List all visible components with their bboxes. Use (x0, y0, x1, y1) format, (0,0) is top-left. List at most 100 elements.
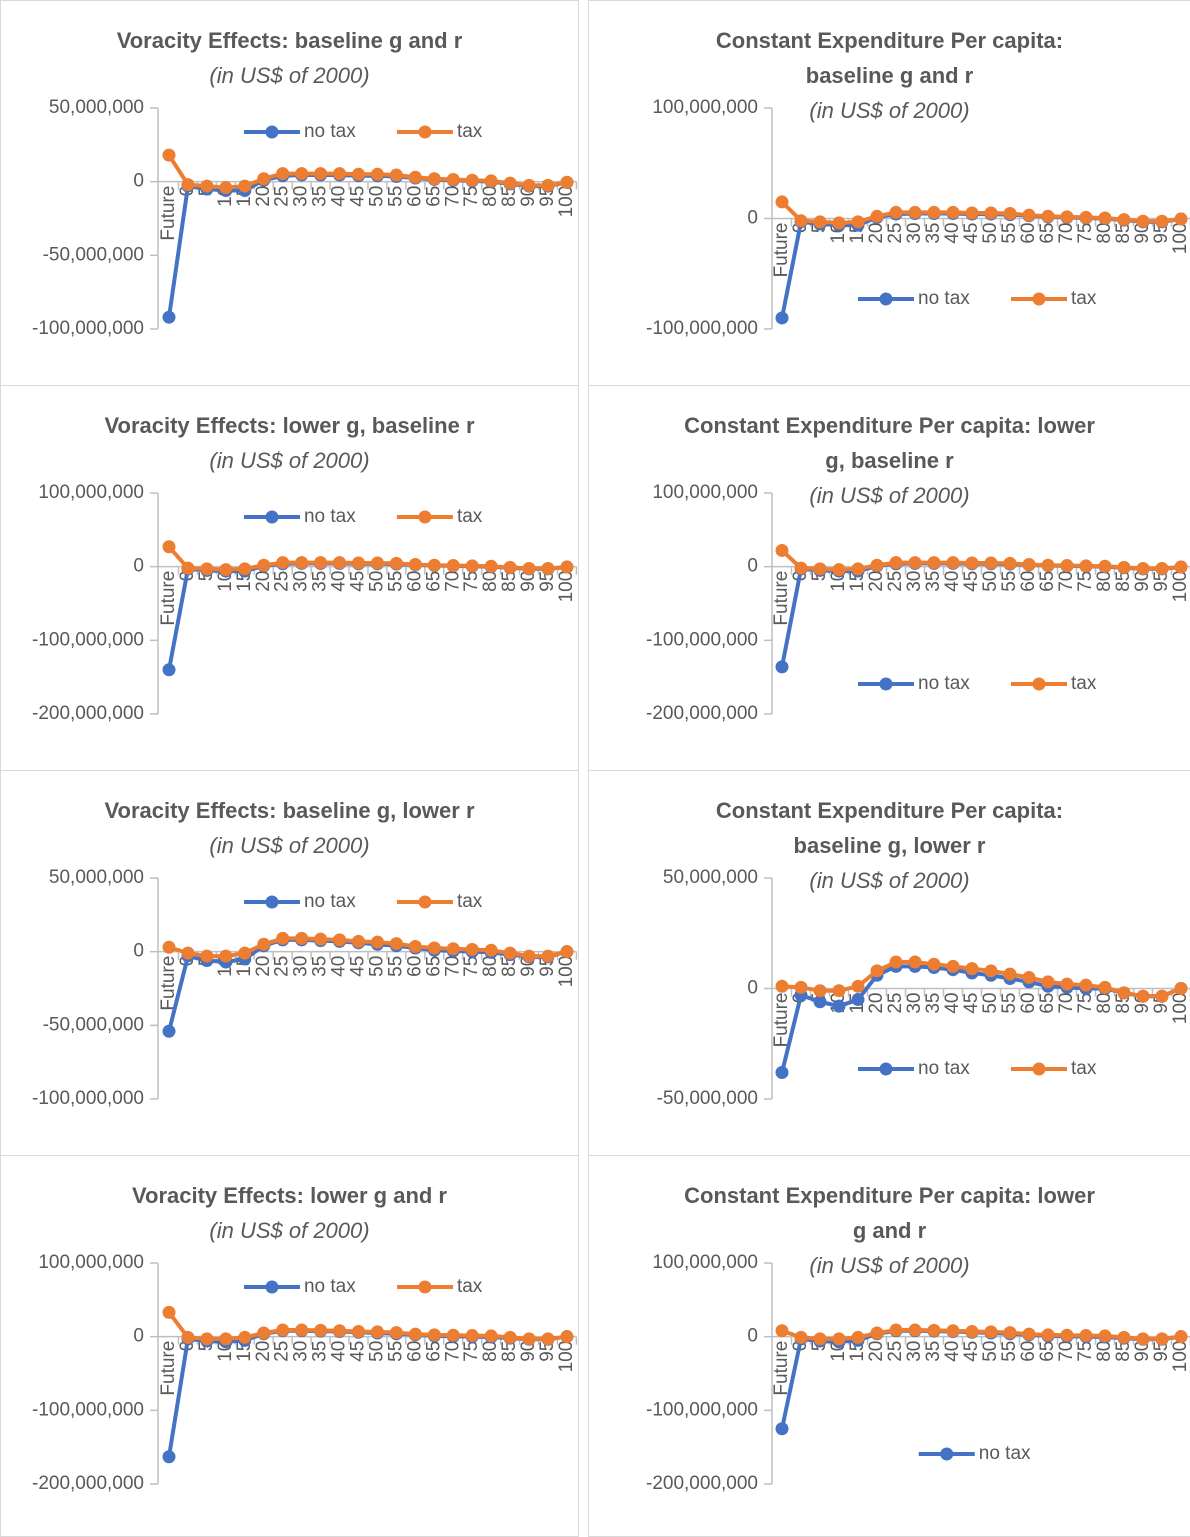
data-point (1117, 986, 1131, 1000)
data-point (370, 167, 384, 181)
y-tick-label: -50,000,000 (43, 244, 144, 265)
x-tick-label: 55 (385, 956, 406, 977)
data-point (775, 979, 789, 993)
series-line (780, 548, 1182, 572)
series-line (781, 1328, 1182, 1341)
x-tick-label: 65 (1037, 993, 1058, 1014)
x-tick-label: 35 (310, 956, 331, 977)
data-point (984, 1325, 998, 1339)
data-point (1117, 560, 1131, 574)
x-tick-label: 95 (537, 1341, 558, 1362)
legend-marker (418, 510, 432, 524)
data-point (295, 931, 309, 945)
data-point (352, 934, 365, 948)
x-tick-label: 65 (423, 571, 444, 592)
data-point (1003, 556, 1017, 570)
data-point (889, 205, 903, 219)
data-point (851, 215, 865, 229)
y-tick-label: -100,000,000 (32, 1088, 144, 1109)
y-tick-label: -200,000,000 (32, 1473, 144, 1494)
legend-marker (265, 895, 279, 909)
x-tick-label: 25 (272, 1341, 293, 1362)
x-tick-label: 25 (272, 956, 293, 977)
x-tick-label: 25 (885, 993, 906, 1014)
x-tick-label: 85 (1113, 993, 1134, 1014)
legend-marker (418, 895, 432, 909)
data-point (813, 995, 827, 1009)
data-point (427, 558, 441, 572)
y-tick-label: -100,000,000 (646, 318, 758, 339)
data-point (851, 562, 865, 576)
y-tick-label: 0 (747, 978, 758, 999)
data-point (408, 557, 422, 571)
x-tick-label: 35 (310, 1341, 331, 1362)
x-tick-label: 90 (1132, 571, 1153, 592)
data-point (1060, 1328, 1074, 1342)
legend-marker (265, 125, 279, 139)
series-line (167, 154, 568, 190)
data-point (1155, 1332, 1169, 1346)
data-point (965, 962, 979, 976)
legend-label: tax (457, 121, 483, 142)
y-tick-label: 0 (747, 1326, 758, 1347)
chart: 50,000,0000-50,000,000Future051015202530… (657, 867, 1190, 1109)
x-tick-label: 90 (1132, 1341, 1153, 1362)
x-tick-label: 80 (480, 571, 501, 592)
x-tick-label: 30 (904, 993, 925, 1014)
x-tick-label: 30 (291, 1341, 312, 1362)
data-point (408, 1327, 422, 1341)
x-tick-label: 80 (1094, 223, 1115, 244)
data-point (295, 556, 309, 570)
x-tick-label: 50 (980, 993, 1001, 1014)
x-tick-label: 30 (291, 956, 312, 977)
x-tick-label: 20 (866, 571, 887, 592)
data-point (1041, 209, 1055, 223)
data-point (333, 167, 347, 181)
x-tick-label: 15 (847, 1341, 868, 1362)
data-point (162, 663, 176, 677)
x-tick-label: 60 (1018, 993, 1039, 1014)
data-point (851, 1330, 865, 1344)
x-tick-label: 40 (942, 1341, 963, 1362)
x-tick-label: 30 (291, 571, 312, 592)
data-point (851, 979, 865, 993)
data-point (1022, 1327, 1036, 1341)
legend-marker (940, 1447, 954, 1461)
chart: 100,000,000 0 -100,000,000 -200,000,000 Futu… (646, 482, 1190, 724)
data-point (813, 984, 827, 998)
data-point (794, 561, 808, 575)
x-tick-label: 55 (999, 223, 1020, 244)
data-point (314, 167, 328, 181)
legend-marker (265, 510, 279, 524)
y-tick-label: -100,000,000 (32, 318, 144, 339)
x-tick-label: 100 (556, 1341, 577, 1373)
y-tick-label: 100,000,000 (652, 97, 758, 118)
x-tick-label: 90 (518, 1341, 539, 1362)
y-tick-label: 100,000,000 (38, 1252, 144, 1273)
x-tick-label: 40 (329, 1341, 350, 1362)
data-point (446, 172, 460, 186)
series-line (167, 1311, 568, 1341)
data-point (775, 1324, 789, 1338)
series-line (168, 936, 568, 959)
data-point (465, 1329, 479, 1343)
data-point (1136, 214, 1150, 228)
x-tick-label: 25 (885, 571, 906, 592)
data-point (1022, 208, 1036, 222)
data-point (946, 556, 960, 570)
data-point (908, 205, 922, 219)
data-point (908, 1323, 922, 1337)
x-tick-label: 80 (480, 956, 501, 977)
data-point (219, 563, 233, 577)
data-point (295, 1323, 309, 1337)
x-tick-label: 65 (423, 186, 444, 207)
y-tick-label: 50,000,000 (663, 867, 758, 888)
x-tick-label: 90 (518, 186, 539, 207)
data-point (219, 1332, 233, 1346)
data-point (560, 175, 574, 189)
x-tick-label: 70 (442, 956, 463, 977)
data-point (1136, 562, 1150, 576)
x-tick-label: 85 (499, 1341, 520, 1362)
x-tick-label: 40 (942, 223, 963, 244)
